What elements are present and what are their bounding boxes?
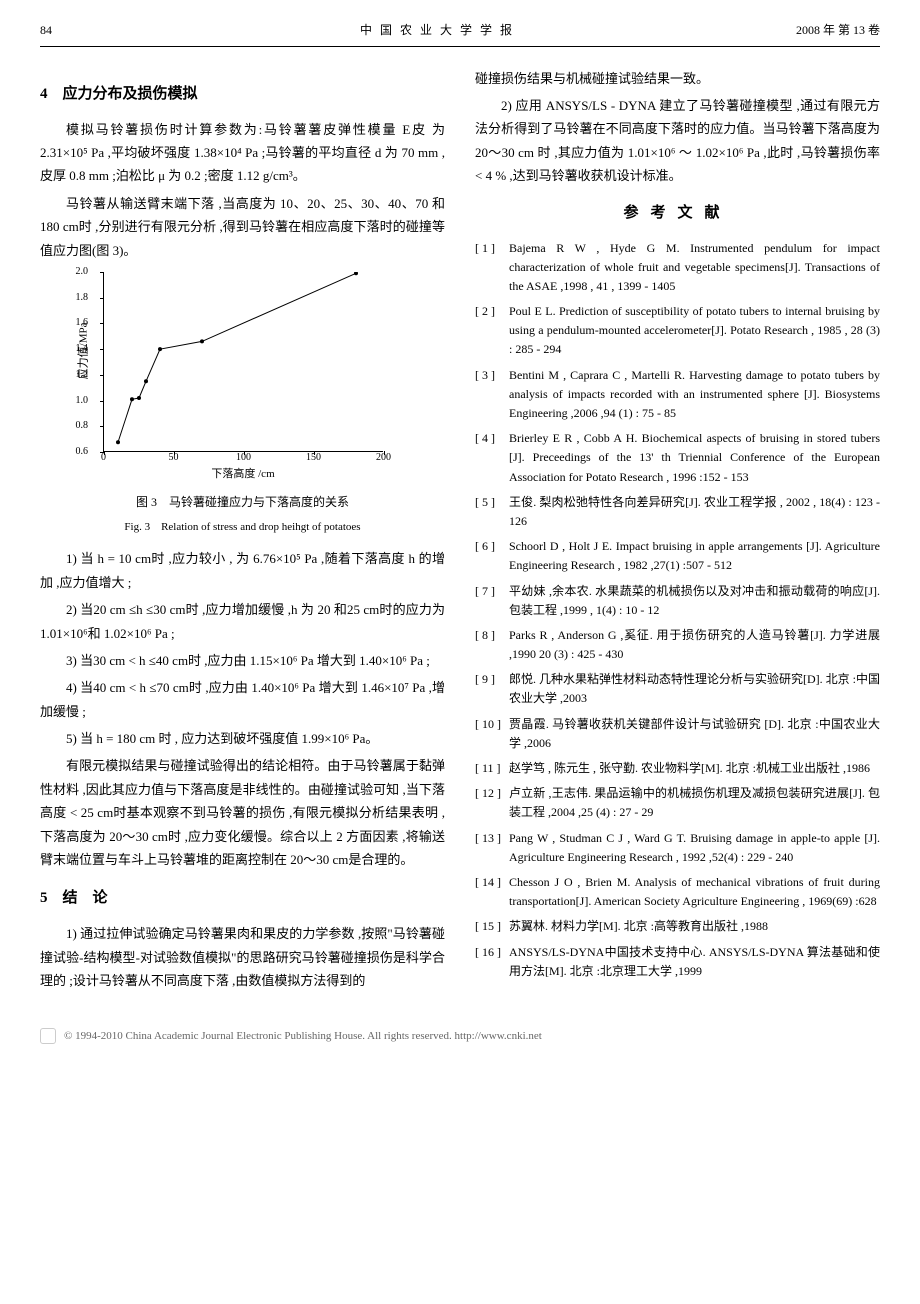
reference-item: [ 5 ]王俊. 梨肉松弛特性各向差异研究[J]. 农业工程学报 , 2002 … bbox=[475, 493, 880, 531]
issue-info: 2008 年 第 13 卷 bbox=[760, 20, 880, 42]
reference-text: Pang W , Studman C J , Ward G T. Bruisin… bbox=[509, 829, 880, 867]
reference-text: 郎悦. 几种水果粘弹性材料动态特性理论分析与实验研究[D]. 北京 :中国农业大… bbox=[509, 670, 880, 708]
reference-number: [ 16 ] bbox=[475, 943, 509, 981]
reference-number: [ 2 ] bbox=[475, 302, 509, 360]
chart-xlabel: 下落高度 /cm bbox=[211, 465, 274, 485]
page-header: 84 中国农业大学学报 2008 年 第 13 卷 bbox=[40, 20, 880, 47]
reference-number: [ 1 ] bbox=[475, 239, 509, 297]
reference-text: Chesson J O , Brien M. Analysis of mecha… bbox=[509, 873, 880, 911]
reference-text: 赵学笃 , 陈元生 , 张守勤. 农业物料学[M]. 北京 :机械工业出版社 ,… bbox=[509, 759, 880, 778]
reference-item: [ 9 ]郎悦. 几种水果粘弹性材料动态特性理论分析与实验研究[D]. 北京 :… bbox=[475, 670, 880, 708]
cnki-icon bbox=[40, 1028, 56, 1044]
reference-text: 平幼妹 ,余本农. 水果蔬菜的机械损伤以及对冲击和振动载荷的响应[J]. 包装工… bbox=[509, 582, 880, 620]
observation-5: 5) 当 h = 180 cm 时 , 应力达到破坏强度值 1.99×10⁶ P… bbox=[40, 727, 445, 750]
reference-item: [ 15 ]苏翼林. 材料力学[M]. 北京 :高等教育出版社 ,1988 bbox=[475, 917, 880, 936]
reference-text: 贾晶霞. 马铃薯收获机关键部件设计与试验研究 [D]. 北京 :中国农业大学 ,… bbox=[509, 715, 880, 753]
reference-item: [ 2 ]Poul E L. Prediction of susceptibil… bbox=[475, 302, 880, 360]
reference-item: [ 1 ]Bajema R W , Hyde G M. Instrumented… bbox=[475, 239, 880, 297]
conclusion-cont: 碰撞损伤结果与机械碰撞试验结果一致。 bbox=[475, 67, 880, 90]
observation-3: 3) 当30 cm < h ≤40 cm时 ,应力由 1.15×10⁶ Pa 增… bbox=[40, 649, 445, 672]
reference-text: Parks R , Anderson G ,奚征. 用于损伤研究的人造马铃薯[J… bbox=[509, 626, 880, 664]
reference-number: [ 15 ] bbox=[475, 917, 509, 936]
sim-params: 模拟马铃薯损伤时计算参数为:马铃薯薯皮弹性模量 E皮 为 2.31×10⁵ Pa… bbox=[40, 118, 445, 188]
section-5-title: 5 结 论 bbox=[40, 885, 445, 912]
reference-item: [ 13 ]Pang W , Studman C J , Ward G T. B… bbox=[475, 829, 880, 867]
stress-drop-chart: 应力值/MPa 下落高度 /cm 0.60.81.01.21.41.61.82.… bbox=[103, 272, 383, 452]
reference-item: [ 7 ]平幼妹 ,余本农. 水果蔬菜的机械损伤以及对冲击和振动载荷的响应[J]… bbox=[475, 582, 880, 620]
reference-number: [ 11 ] bbox=[475, 759, 509, 778]
journal-name: 中国农业大学学报 bbox=[120, 20, 760, 42]
reference-text: 卢立新 ,王志伟. 果品运输中的机械损伤机理及减损包装研究进展[J]. 包装工程… bbox=[509, 784, 880, 822]
figure-3: 应力值/MPa 下落高度 /cm 0.60.81.01.21.41.61.82.… bbox=[40, 272, 445, 537]
copyright-text: © 1994-2010 China Academic Journal Elect… bbox=[64, 1027, 542, 1047]
right-column: 碰撞损伤结果与机械碰撞试验结果一致。 2) 应用 ANSYS/LS - DYNA… bbox=[475, 67, 880, 997]
fem-discussion: 有限元模拟结果与碰撞试验得出的结论相符。由于马铃薯属于黏弹性材料 ,因此其应力值… bbox=[40, 754, 445, 871]
reference-number: [ 8 ] bbox=[475, 626, 509, 664]
drop-heights: 马铃薯从输送臂末端下落 ,当高度为 10、20、25、30、40、70 和180… bbox=[40, 192, 445, 262]
conclusion-1: 1) 通过拉伸试验确定马铃薯果肉和果皮的力学参数 ,按照"马铃薯碰撞试验-结构模… bbox=[40, 922, 445, 992]
reference-number: [ 7 ] bbox=[475, 582, 509, 620]
reference-number: [ 13 ] bbox=[475, 829, 509, 867]
reference-item: [ 14 ]Chesson J O , Brien M. Analysis of… bbox=[475, 873, 880, 911]
reference-number: [ 10 ] bbox=[475, 715, 509, 753]
observation-4: 4) 当40 cm < h ≤70 cm时 ,应力由 1.40×10⁶ Pa 增… bbox=[40, 676, 445, 723]
fig3-caption-en: Fig. 3 Relation of stress and drop heihg… bbox=[40, 518, 445, 538]
reference-item: [ 3 ]Bentini M , Caprara C , Martelli R.… bbox=[475, 366, 880, 424]
page-footer: © 1994-2010 China Academic Journal Elect… bbox=[40, 1027, 880, 1047]
reference-text: Bajema R W , Hyde G M. Instrumented pend… bbox=[509, 239, 880, 297]
reference-number: [ 12 ] bbox=[475, 784, 509, 822]
reference-number: [ 5 ] bbox=[475, 493, 509, 531]
two-column-layout: 4 应力分布及损伤模拟 模拟马铃薯损伤时计算参数为:马铃薯薯皮弹性模量 E皮 为… bbox=[40, 67, 880, 997]
section-4-title: 4 应力分布及损伤模拟 bbox=[40, 81, 445, 108]
left-column: 4 应力分布及损伤模拟 模拟马铃薯损伤时计算参数为:马铃薯薯皮弹性模量 E皮 为… bbox=[40, 67, 445, 997]
observation-2: 2) 当20 cm ≤h ≤30 cm时 ,应力增加缓慢 ,h 为 20 和25… bbox=[40, 598, 445, 645]
reference-item: [ 16 ]ANSYS/LS-DYNA中国技术支持中心. ANSYS/LS-DY… bbox=[475, 943, 880, 981]
page-number: 84 bbox=[40, 20, 120, 42]
references-title: 参考文献 bbox=[475, 200, 880, 227]
reference-text: 王俊. 梨肉松弛特性各向差异研究[J]. 农业工程学报 , 2002 , 18(… bbox=[509, 493, 880, 531]
reference-item: [ 4 ]Brierley E R , Cobb A H. Biochemica… bbox=[475, 429, 880, 487]
reference-text: Poul E L. Prediction of susceptibility o… bbox=[509, 302, 880, 360]
reference-text: ANSYS/LS-DYNA中国技术支持中心. ANSYS/LS-DYNA 算法基… bbox=[509, 943, 880, 981]
reference-item: [ 11 ]赵学笃 , 陈元生 , 张守勤. 农业物料学[M]. 北京 :机械工… bbox=[475, 759, 880, 778]
reference-item: [ 10 ]贾晶霞. 马铃薯收获机关键部件设计与试验研究 [D]. 北京 :中国… bbox=[475, 715, 880, 753]
reference-text: 苏翼林. 材料力学[M]. 北京 :高等教育出版社 ,1988 bbox=[509, 917, 880, 936]
reference-item: [ 12 ]卢立新 ,王志伟. 果品运输中的机械损伤机理及减损包装研究进展[J]… bbox=[475, 784, 880, 822]
reference-text: Bentini M , Caprara C , Martelli R. Harv… bbox=[509, 366, 880, 424]
reference-text: Brierley E R , Cobb A H. Biochemical asp… bbox=[509, 429, 880, 487]
reference-item: [ 6 ]Schoorl D , Holt J E. Impact bruisi… bbox=[475, 537, 880, 575]
reference-text: Schoorl D , Holt J E. Impact bruising in… bbox=[509, 537, 880, 575]
fig3-caption-cn: 图 3 马铃薯碰撞应力与下落高度的关系 bbox=[40, 492, 445, 514]
reference-item: [ 8 ]Parks R , Anderson G ,奚征. 用于损伤研究的人造… bbox=[475, 626, 880, 664]
reference-number: [ 6 ] bbox=[475, 537, 509, 575]
conclusion-2: 2) 应用 ANSYS/LS - DYNA 建立了马铃薯碰撞模型 ,通过有限元方… bbox=[475, 94, 880, 188]
references-list: [ 1 ]Bajema R W , Hyde G M. Instrumented… bbox=[475, 239, 880, 981]
reference-number: [ 9 ] bbox=[475, 670, 509, 708]
reference-number: [ 14 ] bbox=[475, 873, 509, 911]
reference-number: [ 3 ] bbox=[475, 366, 509, 424]
reference-number: [ 4 ] bbox=[475, 429, 509, 487]
observation-1: 1) 当 h = 10 cm时 ,应力较小 , 为 6.76×10⁵ Pa ,随… bbox=[40, 547, 445, 594]
